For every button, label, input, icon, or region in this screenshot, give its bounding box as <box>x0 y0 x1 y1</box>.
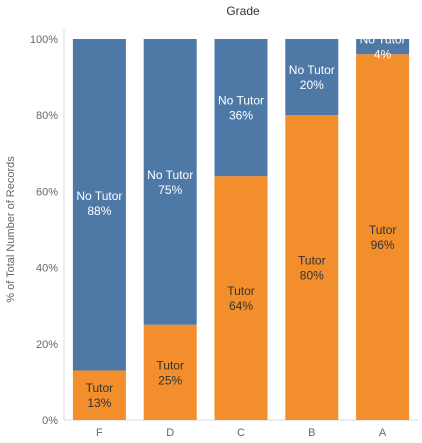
x-tick-label: D <box>166 427 174 439</box>
y-tick-label: 60% <box>36 186 58 198</box>
bar-value-label: 4% <box>374 48 392 62</box>
y-axis-ticks: 0% 20% 40% 60% 80% 100% <box>30 34 58 427</box>
bar-series-label: Tutor <box>156 358 184 372</box>
y-axis-label: % of Total Number of Records <box>5 156 17 303</box>
y-tick-label: 100% <box>30 34 58 46</box>
bar-value-label: 36% <box>229 109 253 123</box>
bar-series-label: No Tutor <box>218 94 264 108</box>
bar-tutor-B <box>285 115 339 420</box>
chart-title: Grade <box>226 4 260 18</box>
bar-value-label: 25% <box>158 373 182 387</box>
x-tick-label: F <box>96 427 103 439</box>
bar-series-label: Tutor <box>298 254 326 268</box>
bars <box>72 39 410 421</box>
bar-value-label: 64% <box>229 299 253 313</box>
bar-series-label: No Tutor <box>289 63 335 77</box>
bar-no-tutor-D <box>143 39 197 325</box>
bar-tutor-A <box>356 54 410 421</box>
x-tick-label: C <box>237 427 245 439</box>
bar-no-tutor-A <box>356 39 410 55</box>
bar-no-tutor-C <box>214 39 268 177</box>
bar-no-tutor-F <box>72 39 126 371</box>
bar-value-label: 96% <box>371 238 395 252</box>
x-tick-label: B <box>308 427 315 439</box>
bar-series-label: No Tutor <box>76 189 122 203</box>
bar-value-label: 13% <box>87 396 111 410</box>
y-tick-label: 20% <box>36 339 58 351</box>
y-tick-label: 0% <box>42 415 58 427</box>
bar-tutor-F <box>72 370 126 420</box>
bar-value-label: 80% <box>300 269 324 283</box>
bar-series-label: No Tutor <box>147 168 193 182</box>
bar-series-label: Tutor <box>227 284 255 298</box>
bar-series-label: Tutor <box>369 223 397 237</box>
bar-tutor-D <box>143 324 197 420</box>
bar-tutor-C <box>214 176 268 420</box>
y-tick-label: 80% <box>36 110 58 122</box>
bar-value-label: 75% <box>158 183 182 197</box>
bar-series-label: Tutor <box>86 381 114 395</box>
x-tick-label: A <box>379 427 387 439</box>
bar-value-label: 88% <box>87 204 111 218</box>
bar-no-tutor-B <box>285 39 339 116</box>
y-tick-label: 40% <box>36 263 58 275</box>
bar-series-label: No Tutor <box>360 33 406 47</box>
bar-value-label: 20% <box>300 78 324 92</box>
